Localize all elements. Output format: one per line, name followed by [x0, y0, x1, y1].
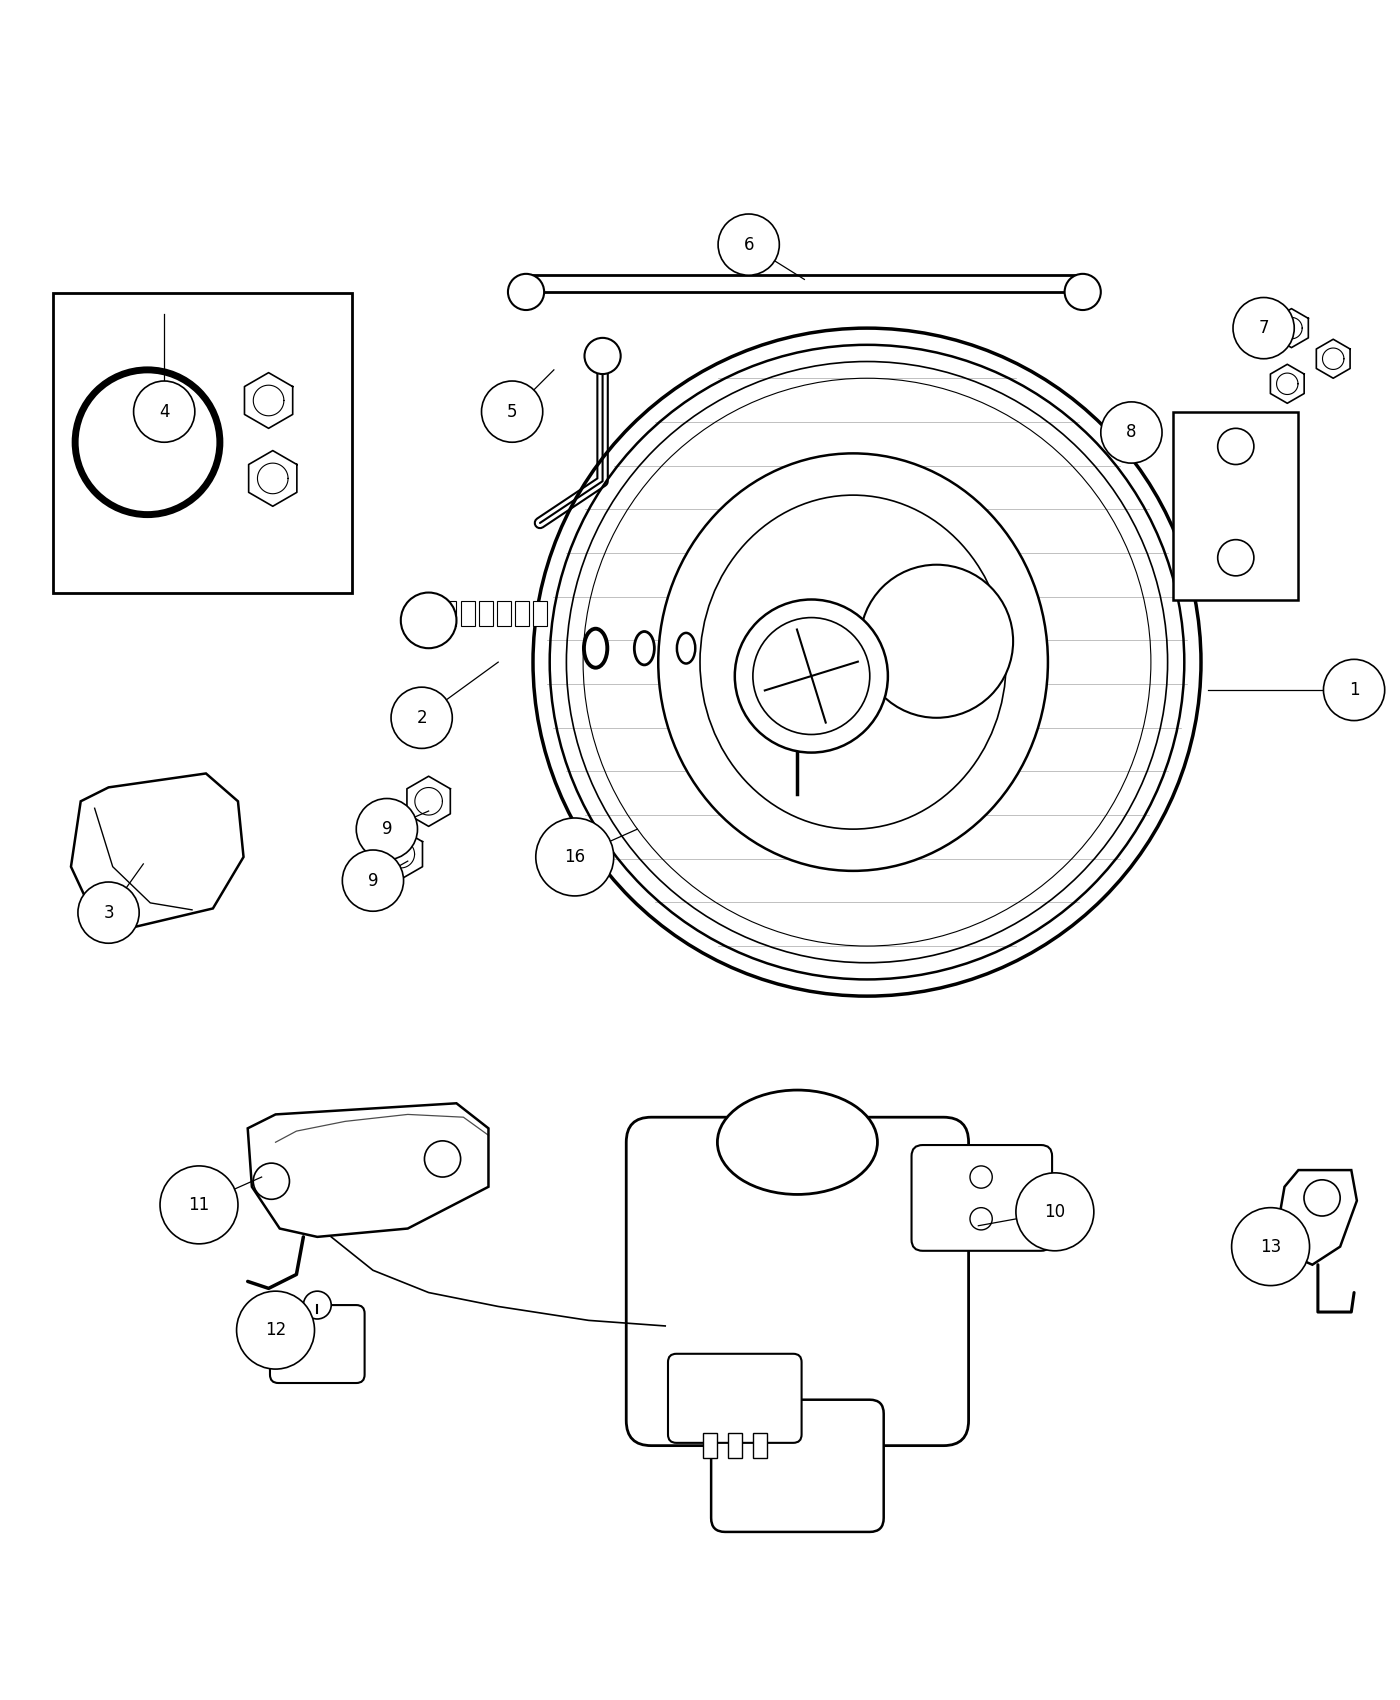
Circle shape — [536, 818, 613, 896]
Ellipse shape — [658, 454, 1049, 870]
Text: 9: 9 — [382, 819, 392, 838]
Circle shape — [133, 381, 195, 442]
Bar — [461, 600, 475, 626]
Circle shape — [400, 593, 456, 648]
Text: 3: 3 — [104, 904, 113, 921]
Text: 8: 8 — [1126, 423, 1137, 442]
Text: 2: 2 — [416, 709, 427, 728]
Text: 6: 6 — [743, 236, 755, 253]
Polygon shape — [379, 830, 423, 879]
Circle shape — [1323, 660, 1385, 721]
Text: 7: 7 — [1259, 320, 1268, 337]
Bar — [515, 600, 529, 626]
Circle shape — [1233, 298, 1294, 359]
Polygon shape — [248, 1103, 489, 1238]
Bar — [703, 1433, 717, 1459]
Ellipse shape — [676, 632, 696, 663]
Polygon shape — [1173, 411, 1298, 600]
Ellipse shape — [700, 495, 1007, 830]
Text: 13: 13 — [1260, 1238, 1281, 1256]
Polygon shape — [1316, 340, 1350, 377]
Circle shape — [1100, 401, 1162, 462]
Bar — [533, 600, 547, 626]
Bar — [753, 1433, 767, 1459]
Polygon shape — [1270, 364, 1305, 403]
Circle shape — [237, 1292, 315, 1368]
Circle shape — [424, 1141, 461, 1176]
Circle shape — [253, 1163, 290, 1198]
Text: 11: 11 — [189, 1195, 210, 1214]
Circle shape — [970, 1207, 993, 1229]
Circle shape — [718, 214, 780, 275]
Circle shape — [1232, 1207, 1309, 1285]
Circle shape — [860, 564, 1014, 717]
FancyBboxPatch shape — [711, 1399, 883, 1532]
Circle shape — [1016, 1173, 1093, 1251]
Circle shape — [735, 600, 888, 753]
Circle shape — [391, 687, 452, 748]
Text: 9: 9 — [368, 872, 378, 889]
Text: 4: 4 — [160, 403, 169, 420]
Circle shape — [356, 799, 417, 860]
Polygon shape — [1280, 1170, 1357, 1265]
Circle shape — [584, 338, 620, 374]
Circle shape — [482, 381, 543, 442]
Bar — [728, 1433, 742, 1459]
Ellipse shape — [584, 629, 608, 668]
Polygon shape — [71, 774, 244, 926]
Bar — [497, 600, 511, 626]
Polygon shape — [1274, 309, 1309, 347]
Circle shape — [970, 1166, 993, 1188]
Polygon shape — [249, 450, 297, 507]
FancyBboxPatch shape — [626, 1117, 969, 1445]
FancyBboxPatch shape — [270, 1306, 364, 1384]
Text: 12: 12 — [265, 1321, 286, 1340]
Text: 1: 1 — [1348, 682, 1359, 699]
Circle shape — [304, 1292, 332, 1319]
Ellipse shape — [717, 1090, 878, 1195]
Bar — [479, 600, 493, 626]
Circle shape — [1218, 428, 1254, 464]
Circle shape — [753, 617, 869, 734]
Circle shape — [343, 850, 403, 911]
Text: 5: 5 — [507, 403, 518, 420]
Bar — [53, 294, 351, 593]
FancyBboxPatch shape — [911, 1146, 1051, 1251]
Ellipse shape — [634, 631, 654, 665]
Bar — [442, 600, 456, 626]
Polygon shape — [245, 372, 293, 428]
Text: 16: 16 — [564, 848, 585, 865]
Polygon shape — [407, 777, 451, 826]
Circle shape — [160, 1166, 238, 1244]
Circle shape — [508, 274, 545, 309]
Circle shape — [78, 882, 139, 944]
Circle shape — [1064, 274, 1100, 309]
FancyBboxPatch shape — [668, 1353, 802, 1443]
Circle shape — [1303, 1180, 1340, 1216]
Text: 10: 10 — [1044, 1204, 1065, 1221]
Circle shape — [1218, 539, 1254, 576]
